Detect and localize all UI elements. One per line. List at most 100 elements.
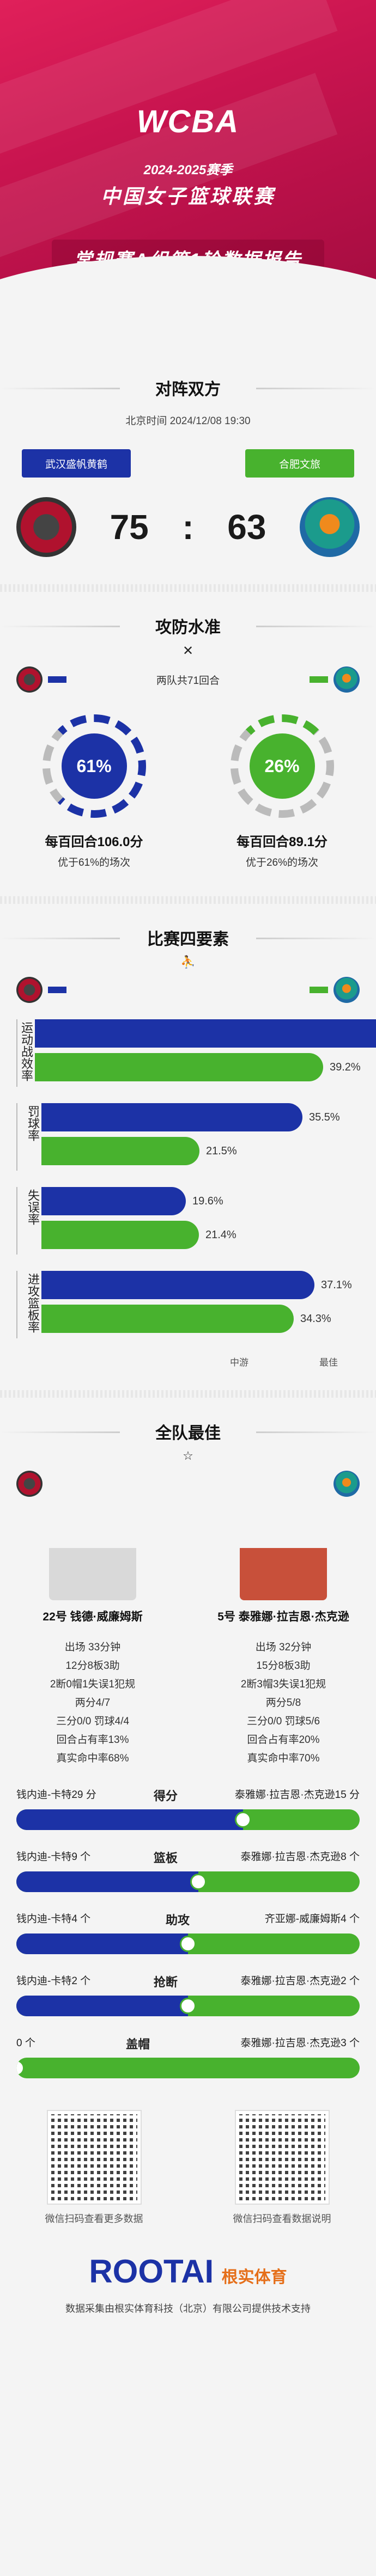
factor-label: 进攻篮板率 bbox=[16, 1271, 41, 1338]
team-a-better: 优于61%的场次 bbox=[57, 857, 131, 868]
compare-right: 泰雅娜·拉吉恩·杰克逊3 个 bbox=[240, 2037, 360, 2049]
footer-note: 数据采集由根实体育科技（北京）有限公司提供技术支持 bbox=[65, 2303, 311, 2314]
compare-left: 钱内迪-卡特4 个 bbox=[16, 1913, 91, 1925]
player-stat-line: 两分5/8 bbox=[265, 1697, 301, 1709]
player-stat-line: 三分0/0 罚球4/4 bbox=[56, 1716, 130, 1727]
player-stat-line: 三分0/0 罚球5/6 bbox=[246, 1716, 320, 1727]
player-b-name: 5号 泰雅娜·拉吉恩·杰克逊 bbox=[217, 1611, 349, 1623]
possessions-text: 两队共71回合 bbox=[156, 675, 220, 687]
compare-item: 钱内迪-卡特29 分 得分 泰雅娜·拉吉恩·杰克逊15 分 bbox=[0, 1786, 376, 1830]
factor-value-team-a: 37.1% bbox=[321, 1278, 352, 1291]
compare-bar bbox=[16, 1871, 360, 1892]
section-divider bbox=[0, 584, 376, 592]
brand-logo: ROOTAI bbox=[89, 2253, 214, 2290]
team-b-score: 63 bbox=[227, 507, 266, 547]
compare-bar bbox=[16, 2058, 360, 2078]
factor-bar-team-a bbox=[41, 1103, 302, 1131]
compare-label: 助攻 bbox=[165, 1913, 190, 1927]
factor-item: 运动战效率48.4%39.2% bbox=[16, 1019, 376, 1087]
compare-left: 钱内迪-卡特2 个 bbox=[16, 1975, 91, 1987]
team-a-per100: 每百回合106.0分 bbox=[45, 835, 143, 849]
compare-list: 钱内迪-卡特29 分得分 泰雅娜·拉吉恩·杰克逊15 分钱内迪-卡特9 个篮板 泰雅… bbox=[0, 1786, 376, 2078]
compare-label: 得分 bbox=[153, 1789, 178, 1803]
attack-section: 攻防水准 ✕ 两队共71回合 61% 每百回合106.0分 优于61%的场次 bbox=[0, 614, 376, 869]
basketball-player-icon: ⛹ bbox=[180, 955, 196, 969]
factor-bar-team-a bbox=[41, 1271, 314, 1299]
team-b-legend-bar bbox=[310, 987, 328, 993]
attack-title: 攻防水准 bbox=[0, 614, 376, 638]
qr-left[interactable]: 微信扫码查看更多数据 bbox=[34, 2110, 154, 2225]
matchup-title: 对阵双方 bbox=[0, 376, 376, 400]
team-a-legend-bar bbox=[48, 676, 66, 683]
compare-bar-team-a bbox=[16, 1809, 243, 1830]
factor-bar-team-a bbox=[41, 1187, 186, 1215]
team-b-gauge-ring: 26% bbox=[230, 714, 334, 818]
factor-value-team-b: 34.3% bbox=[300, 1312, 331, 1325]
factor-value-team-a: 19.6% bbox=[192, 1195, 223, 1207]
team-a-gauge-value: 61% bbox=[61, 733, 127, 799]
team-a-mini-logo bbox=[16, 666, 43, 693]
team-a-gauge: 61% 每百回合106.0分 优于61%的场次 bbox=[40, 714, 149, 869]
qr-right[interactable]: 微信扫码查看数据说明 bbox=[222, 2110, 342, 2225]
compare-right: 泰雅娜·拉吉恩·杰克逊2 个 bbox=[240, 1975, 360, 1987]
compare-item: 0 个 盖帽 泰雅娜·拉吉恩·杰克逊3 个 bbox=[0, 2035, 376, 2078]
factor-item: 进攻篮板率 37.1% 34.3% bbox=[16, 1271, 360, 1338]
player-b-stats: 出场 32分钟 15分8板3助 2断3帽3失误1犯规 两分5/8 三分0/0 罚球5/6… bbox=[213, 1638, 354, 1768]
factor-label: 运动战效率 bbox=[16, 1019, 35, 1087]
compare-item: 钱内迪-卡特9 个 篮板 泰雅娜·拉吉恩·杰克逊8 个 bbox=[0, 1849, 376, 1892]
player-stat-line: 回合占有率13% bbox=[56, 1734, 129, 1746]
compare-knob bbox=[234, 1812, 251, 1828]
factor-label: 失误率 bbox=[16, 1187, 41, 1255]
compare-left: 0 个 bbox=[16, 2037, 35, 2049]
section-divider bbox=[0, 896, 376, 904]
compare-bar bbox=[16, 1996, 360, 2016]
factor-value-team-b: 39.2% bbox=[330, 1061, 361, 1073]
factor-bar-team-b bbox=[35, 1053, 323, 1081]
team-a-logo bbox=[16, 497, 76, 557]
qr-code-left[interactable] bbox=[46, 2110, 142, 2205]
best-title: 全队最佳 bbox=[0, 1419, 376, 1443]
brand-cn: 根实体育 bbox=[221, 2268, 287, 2286]
compare-knob bbox=[180, 1998, 196, 2014]
team-b-mini-logo bbox=[333, 666, 360, 693]
best-section: 全队最佳 ☆ 22号 钱德·威廉姆斯 出场 33分钟 12分8板3助 2断0帽1失误… bbox=[0, 1419, 376, 2078]
team-b-logo bbox=[300, 497, 360, 557]
compare-right: 齐亚娜-威廉姆斯4 个 bbox=[264, 1913, 360, 1925]
team-a-score: 75 bbox=[110, 507, 149, 547]
compare-bar-team-a bbox=[16, 1996, 188, 2016]
factor-item: 罚球率 35.5% 21.5% bbox=[16, 1103, 360, 1171]
compare-bar-team-a bbox=[16, 1871, 198, 1892]
player-stat-line: 15分8板3助 bbox=[256, 1660, 311, 1672]
player-b-photo bbox=[240, 1513, 327, 1600]
compare-bar bbox=[16, 1809, 360, 1830]
compare-left: 钱内迪-卡特9 个 bbox=[16, 1851, 91, 1863]
season-text: 2024-2025赛季 bbox=[143, 163, 233, 178]
factor-bar-team-b bbox=[41, 1137, 199, 1165]
player-stat-line: 2断0帽1失误1犯规 bbox=[50, 1679, 136, 1690]
brand-block: ROOTAI 根实体育 bbox=[0, 2253, 376, 2290]
team-b-gauge: 26% 每百回合89.1分 优于26%的场次 bbox=[228, 714, 337, 869]
compare-label: 抢断 bbox=[153, 1975, 178, 1989]
team-a-mini-logo bbox=[16, 1471, 43, 1497]
league-title: 中国女子篮球联赛 bbox=[100, 185, 275, 207]
compare-knob bbox=[16, 2060, 25, 2076]
player-b-card: 5号 泰雅娜·拉吉恩·杰克逊 出场 32分钟 15分8板3助 2断3帽3失误1犯规两… bbox=[213, 1513, 354, 1768]
factor-value-team-a: 35.5% bbox=[309, 1111, 340, 1123]
compare-knob bbox=[180, 1936, 196, 1952]
player-stat-line: 真实命中率70% bbox=[247, 1753, 320, 1764]
axis-mid-label: 中游 bbox=[230, 1357, 248, 1368]
compare-item: 钱内迪-卡特4 个 助攻 齐亚娜-威廉姆斯4 个 bbox=[0, 1911, 376, 1954]
player-a-card: 22号 钱德·威廉姆斯 出场 33分钟 12分8板3助 2断0帽1失误1犯规 两分4/… bbox=[22, 1513, 163, 1768]
team-b-legend-bar bbox=[309, 676, 328, 683]
player-stat-line: 2断3帽3失误1犯规 bbox=[240, 1679, 326, 1690]
qr-left-text: 微信扫码查看更多数据 bbox=[45, 2213, 143, 2224]
factors-title: 比赛四要素 bbox=[0, 926, 376, 950]
player-stat-line: 两分4/7 bbox=[75, 1697, 111, 1709]
team-a-mini-logo bbox=[16, 977, 43, 1003]
header-banner: WCBA 2024-2025赛季 中国女子篮球联赛 常规赛A组第1轮数据报告 bbox=[0, 0, 376, 305]
qr-code-right[interactable] bbox=[234, 2110, 330, 2205]
team-b-per100: 每百回合89.1分 bbox=[236, 835, 328, 849]
star-icon: ☆ bbox=[183, 1449, 193, 1463]
factors-section: 比赛四要素 ⛹ 运动战效率48.4%39.2% 罚球率 35.5% 21.5% 失误率 1… bbox=[0, 926, 376, 1368]
factor-value-team-b: 21.4% bbox=[205, 1228, 236, 1241]
